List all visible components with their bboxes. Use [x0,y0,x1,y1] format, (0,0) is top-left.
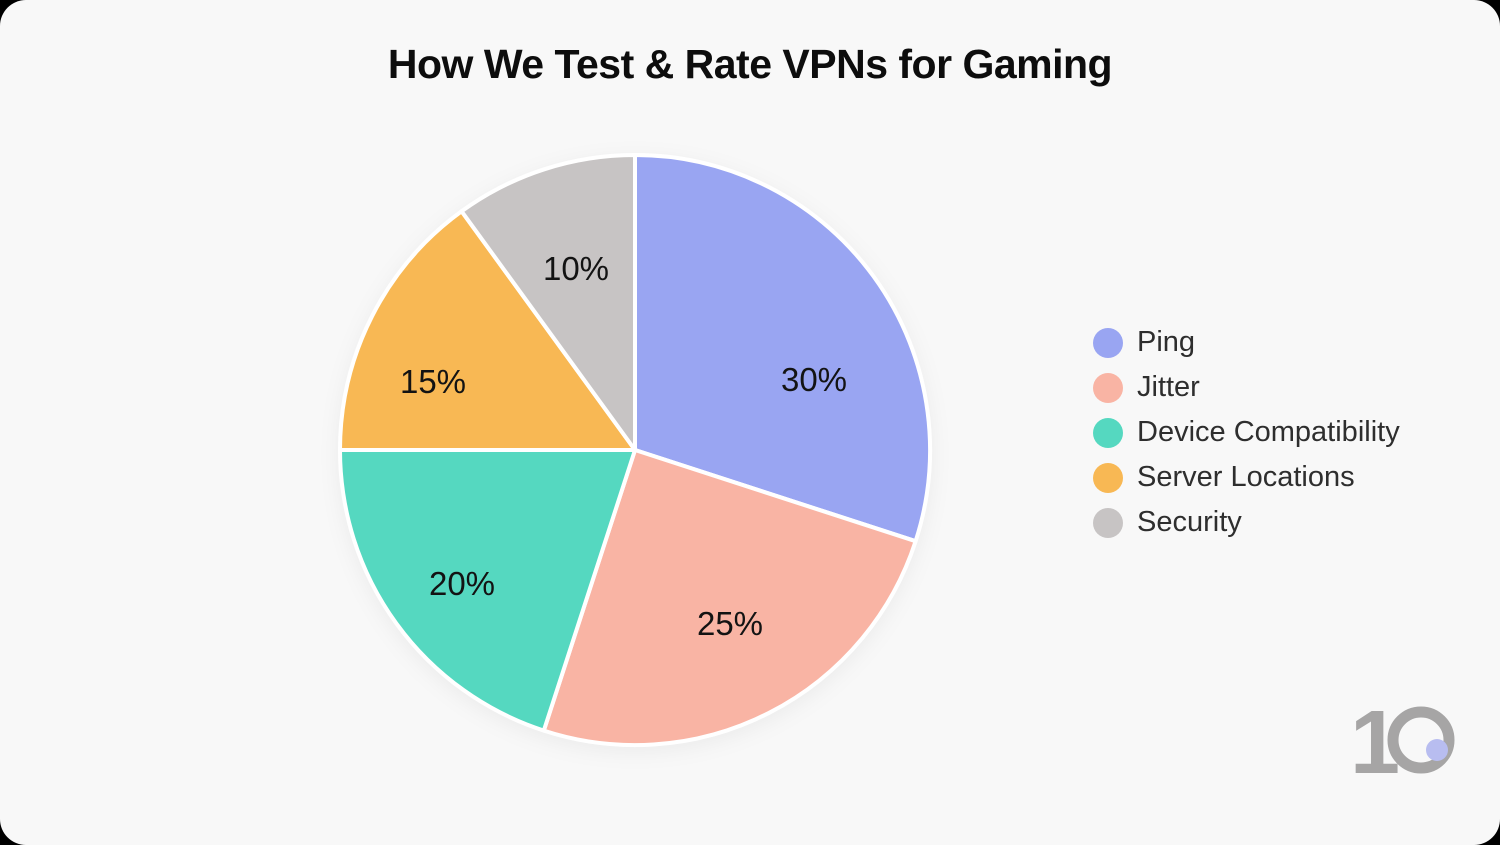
pie-slices-group [338,153,932,748]
chart-title: How We Test & Rate VPNs for Gaming [387,41,1113,87]
legend-item-server-locations: Server Locations [1093,455,1400,500]
legend-item-ping: Ping [1093,320,1400,365]
legend-swatch-ping-icon [1093,327,1123,358]
legend-label-jitter: Jitter [1137,371,1200,403]
pie-slice-server-locations [338,209,637,452]
pie-slice-labels-group: 30% 25% 20% 15% 10% [400,250,847,642]
pie-slice-security [459,153,637,452]
legend-swatch-device-compatibility-icon [1093,417,1123,448]
legend-label-device-compatibility: Device Compatibility [1137,416,1400,448]
legend-swatch-security-icon [1093,507,1123,538]
legend-item-device-compatibility: Device Compatibility [1093,410,1400,455]
slice-value-label-device-compatibility: 20% [429,565,495,602]
logo-dot-icon [1426,739,1448,761]
slice-value-label-security: 10% [543,250,609,287]
legend-item-security: Security [1093,500,1400,545]
logo-ring-icon [1387,706,1455,774]
legend: Ping Jitter Device Compatibility Server Loc… [1093,320,1400,545]
pie-slice-device-compatibility [338,448,637,733]
pie-slice-ping [633,153,932,544]
legend-label-ping: Ping [1137,326,1196,358]
legend-item-jitter: Jitter [1093,365,1400,410]
legend-swatch-server-locations-icon [1093,462,1123,493]
top10-logo: 1 [1350,695,1455,790]
legend-label-server-locations: Server Locations [1137,461,1355,493]
pie-slice-jitter [541,448,918,748]
slice-value-label-ping: 30% [781,361,847,398]
slice-value-label-server-locations: 15% [400,363,466,400]
legend-label-security: Security [1137,506,1242,538]
legend-swatch-jitter-icon [1093,372,1123,403]
slice-value-label-jitter: 25% [697,605,763,642]
